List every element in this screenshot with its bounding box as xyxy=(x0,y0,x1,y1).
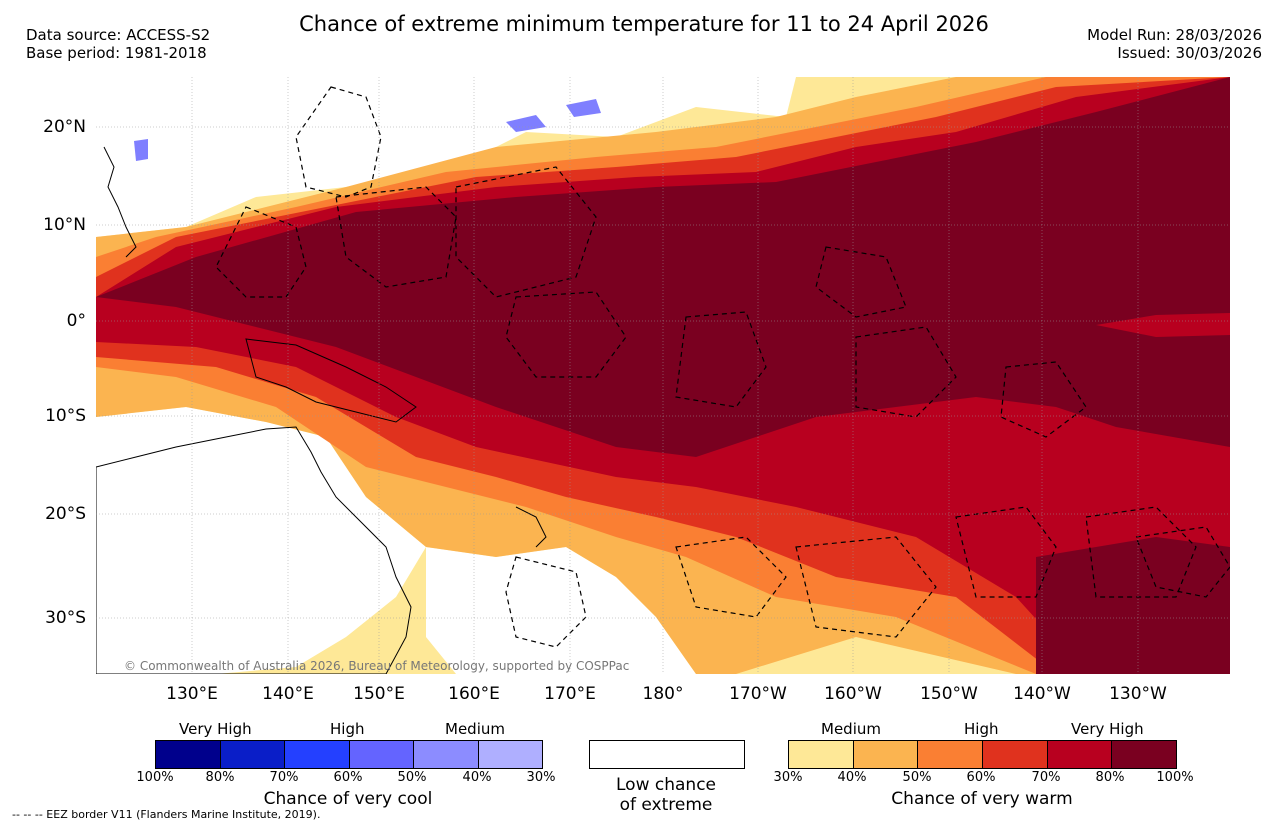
lon-label-130e: 130°E xyxy=(166,684,218,704)
cool-tick: 30% xyxy=(526,770,556,785)
warm-swatch-2 xyxy=(853,741,919,768)
lon-label-170e: 170°E xyxy=(544,684,596,704)
cool-tick: 80% xyxy=(205,770,235,785)
cool-swatch-5 xyxy=(414,741,479,768)
low-chance-swatch xyxy=(589,740,745,769)
low-chance-nz xyxy=(426,547,696,674)
warm-tick: 80% xyxy=(1095,770,1125,785)
low-chance-caption-line2: of extreme xyxy=(619,795,713,815)
forecast-map[interactable] xyxy=(96,77,1230,674)
lon-label-150e: 150°E xyxy=(353,684,405,704)
lat-label-20n: 20°N xyxy=(43,117,86,137)
base-period: Base period: 1981-2018 xyxy=(26,44,207,62)
cool-caption: Chance of very cool xyxy=(263,789,433,809)
warm-tick: 70% xyxy=(1031,770,1061,785)
forecast-map-canvas xyxy=(96,77,1230,674)
eez-footnote: -- -- -- EEZ border V11 (Flanders Marine… xyxy=(12,808,321,821)
cool-tick: 70% xyxy=(269,770,299,785)
cool-swatch-4 xyxy=(349,741,414,768)
lon-label-140e: 140°E xyxy=(262,684,314,704)
cool-tick: 50% xyxy=(397,770,427,785)
lon-label-150w: 150°W xyxy=(920,684,978,704)
lat-label-30s: 30°S xyxy=(45,608,86,628)
lat-label-10s: 10°S xyxy=(45,406,86,426)
warm-swatch-3 xyxy=(918,741,984,768)
warm-tick: 100% xyxy=(1156,770,1194,785)
warm-caption: Chance of very warm xyxy=(891,789,1073,809)
header-right: Model Run: 28/03/2026 Issued: 30/03/2026 xyxy=(1087,26,1262,62)
cool-tick: 100% xyxy=(136,770,174,785)
lat-label-20s: 20°S xyxy=(45,504,86,524)
warm-swatch-6 xyxy=(1112,741,1177,768)
warm-tick: 40% xyxy=(837,770,867,785)
copyright-notice: © Commonwealth of Australia 2026, Bureau… xyxy=(124,659,630,673)
low-chance-caption-line1: Low chance xyxy=(616,775,716,795)
lat-label-0: 0° xyxy=(66,311,86,331)
cool-swatch-3 xyxy=(285,741,350,768)
lat-label-10n: 10°N xyxy=(43,215,86,235)
lon-label-160w: 160°W xyxy=(824,684,882,704)
cool-colorbar xyxy=(155,740,543,769)
cool-level-high: High xyxy=(330,720,365,738)
cool-patch-3 xyxy=(134,139,148,161)
cool-level-medium: Medium xyxy=(445,720,505,738)
cool-tick: 40% xyxy=(462,770,492,785)
lon-label-170w: 170°W xyxy=(729,684,787,704)
lon-label-180: 180° xyxy=(642,684,684,704)
model-run: Model Run: 28/03/2026 xyxy=(1087,26,1262,44)
warm-swatch-4 xyxy=(983,741,1048,768)
cool-swatch-6 xyxy=(478,741,542,768)
map-title: Chance of extreme minimum temperature fo… xyxy=(299,12,989,36)
warm-tick: 50% xyxy=(902,770,932,785)
header-left: Data source: ACCESS-S2 Base period: 1981… xyxy=(26,26,210,62)
warm-level-high: High xyxy=(964,720,999,738)
low-chance-australia xyxy=(96,407,426,674)
data-source: Data source: ACCESS-S2 xyxy=(26,26,211,44)
cool-tick: 60% xyxy=(333,770,363,785)
cool-level-very-high: Very High xyxy=(179,720,252,738)
warm-level-medium: Medium xyxy=(821,720,881,738)
papua-new-guinea-outline xyxy=(245,338,417,423)
lon-label-160e: 160°E xyxy=(448,684,500,704)
new-zealand-outline xyxy=(515,506,547,548)
cool-swatch-1 xyxy=(156,741,221,768)
warm-tick: 60% xyxy=(966,770,996,785)
issued-date: Issued: 30/03/2026 xyxy=(1117,44,1262,62)
warm-tick: 30% xyxy=(773,770,803,785)
cool-swatch-2 xyxy=(220,741,285,768)
warm-level-very-high: Very High xyxy=(1071,720,1144,738)
lon-label-140w: 140°W xyxy=(1013,684,1071,704)
low-chance-north xyxy=(96,77,796,237)
low-chance-caption: Low chance of extreme xyxy=(560,775,772,815)
warm-swatch-1 xyxy=(789,741,854,768)
very-high-south-east xyxy=(1036,537,1230,674)
cool-patch-2 xyxy=(566,99,601,117)
cool-patch-1 xyxy=(506,115,546,132)
warm-swatch-5 xyxy=(1047,741,1113,768)
eez-borders xyxy=(215,86,1230,648)
lon-label-130w: 130°W xyxy=(1109,684,1167,704)
warm-colorbar xyxy=(788,740,1177,769)
graticule xyxy=(96,77,1230,674)
philippines-outline xyxy=(103,146,137,258)
australia-outline xyxy=(96,426,412,674)
